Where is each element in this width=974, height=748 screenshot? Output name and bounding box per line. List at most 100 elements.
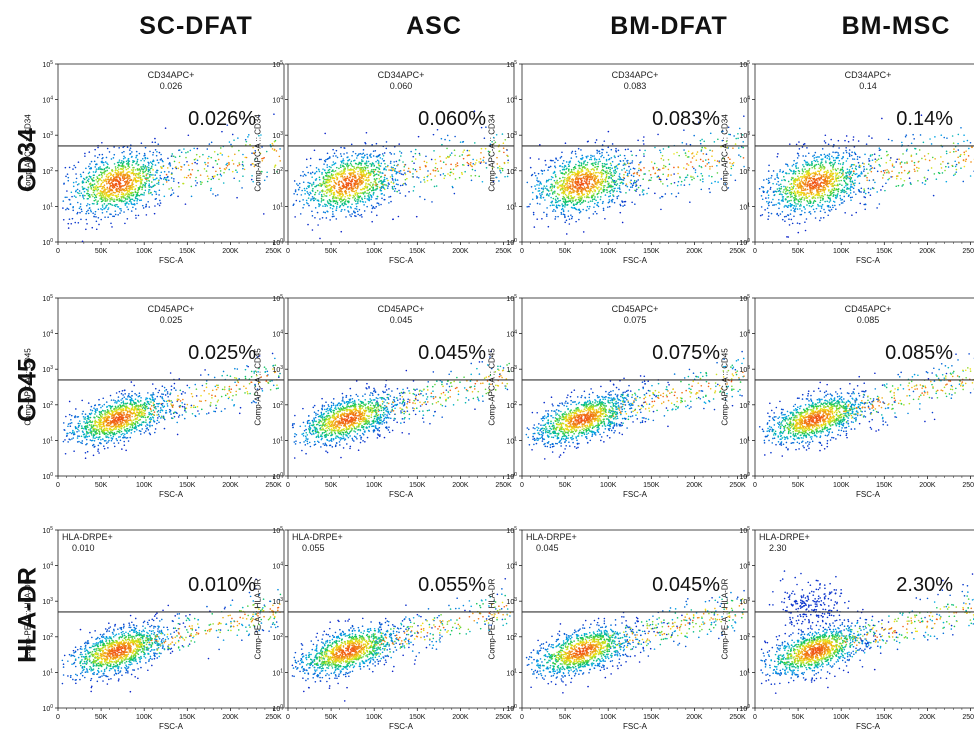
data-point <box>301 190 303 192</box>
data-point <box>607 206 609 208</box>
data-point <box>702 181 704 183</box>
data-point <box>104 190 106 192</box>
data-point <box>787 193 789 195</box>
data-point <box>850 165 852 167</box>
data-point <box>236 197 238 199</box>
data-point <box>302 199 304 201</box>
data-point <box>609 206 611 208</box>
data-point <box>463 158 465 160</box>
data-point <box>125 204 127 206</box>
data-point <box>112 192 114 194</box>
data-point <box>612 176 614 178</box>
data-point <box>354 212 356 214</box>
data-point <box>221 131 223 133</box>
data-point <box>794 209 796 211</box>
x-tick-label: 50K <box>792 248 805 255</box>
data-point <box>623 168 625 170</box>
data-point <box>573 169 575 171</box>
data-point <box>352 169 354 171</box>
data-point <box>221 154 223 156</box>
data-point <box>595 200 597 202</box>
data-point <box>822 204 824 206</box>
data-point <box>367 170 369 172</box>
data-point <box>136 162 138 164</box>
data-point <box>607 172 609 174</box>
data-point <box>581 165 583 167</box>
data-point <box>152 141 154 143</box>
data-point <box>416 171 418 173</box>
data-point <box>356 194 358 196</box>
data-point <box>579 162 581 164</box>
data-point <box>767 218 769 220</box>
data-point <box>578 175 580 177</box>
data-point <box>597 163 599 165</box>
data-point <box>431 201 433 203</box>
data-point <box>167 158 169 160</box>
data-point <box>338 168 340 170</box>
data-point <box>761 186 763 188</box>
data-point <box>110 213 112 215</box>
x-tick-label: 0 <box>56 248 60 255</box>
data-point <box>325 172 327 174</box>
data-point <box>120 173 122 175</box>
data-point <box>543 185 545 187</box>
data-point <box>147 201 149 203</box>
data-point <box>587 174 589 176</box>
data-point <box>673 153 675 155</box>
data-point <box>155 191 157 193</box>
data-point <box>560 157 562 159</box>
data-point <box>81 211 83 213</box>
data-point <box>152 169 154 171</box>
data-point <box>90 182 92 184</box>
data-point <box>158 183 160 185</box>
data-point <box>333 161 335 163</box>
data-point <box>960 167 962 169</box>
data-point <box>330 187 332 189</box>
data-point <box>322 217 324 219</box>
data-point <box>606 189 608 191</box>
data-point <box>330 177 332 179</box>
data-point <box>303 181 305 183</box>
data-point <box>552 185 554 187</box>
data-point <box>343 186 345 188</box>
x-tick-label: 150K <box>876 248 893 255</box>
data-point <box>576 177 578 179</box>
data-point <box>709 192 711 194</box>
x-axis-label: FSC-A <box>288 256 514 265</box>
data-point <box>173 178 175 180</box>
data-point <box>785 191 787 193</box>
data-point <box>615 182 617 184</box>
data-point <box>614 157 616 159</box>
data-point <box>123 165 125 167</box>
data-point <box>377 196 379 198</box>
data-point <box>362 201 364 203</box>
data-point <box>768 212 770 214</box>
data-point <box>114 192 116 194</box>
data-point <box>329 219 331 221</box>
data-point <box>140 160 142 162</box>
data-point <box>629 181 631 183</box>
data-point <box>332 177 334 179</box>
data-point <box>95 199 97 201</box>
data-point <box>841 176 843 178</box>
data-point <box>624 204 626 206</box>
data-point <box>361 197 363 199</box>
data-point <box>711 182 713 184</box>
data-point <box>441 167 443 169</box>
data-point <box>130 153 132 155</box>
data-point <box>634 203 636 205</box>
data-point <box>538 188 540 190</box>
data-point <box>348 159 350 161</box>
data-point <box>965 150 967 152</box>
data-point <box>359 170 361 172</box>
data-point <box>354 208 356 210</box>
data-point <box>398 190 400 192</box>
data-point <box>559 181 561 183</box>
data-point <box>84 153 86 155</box>
data-point <box>418 136 420 138</box>
data-point <box>185 152 187 154</box>
data-point <box>597 204 599 206</box>
data-point <box>148 206 150 208</box>
data-point <box>416 176 418 178</box>
